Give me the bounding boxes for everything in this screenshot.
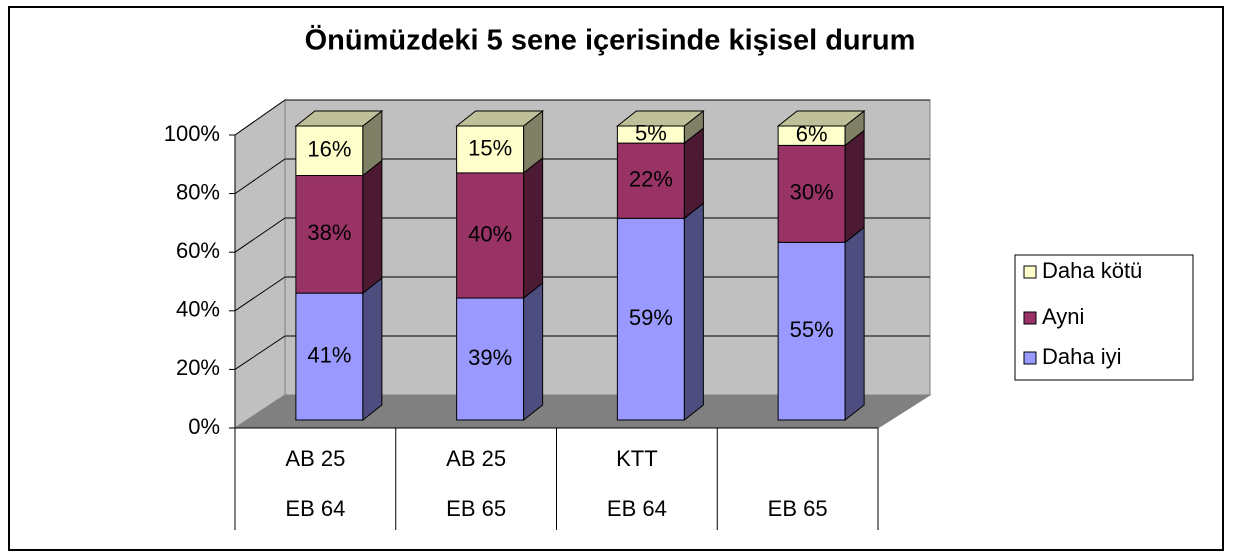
y-tick-label: 0% (188, 414, 220, 439)
bar (456, 297, 525, 421)
x-tick-label: EB 64 (285, 496, 345, 521)
bar (456, 125, 525, 174)
value-label: 22% (629, 167, 673, 192)
value-label: 30% (790, 180, 834, 205)
bar-top (615, 110, 705, 127)
bar (777, 241, 846, 421)
bar-side (844, 226, 865, 422)
bar-side (844, 129, 865, 244)
y-tick-label: 60% (176, 238, 220, 263)
x-tick-label: EB 64 (607, 496, 667, 521)
legend-swatch (1023, 265, 1037, 279)
value-label: 40% (468, 221, 512, 246)
bar-side (683, 127, 704, 220)
bar (456, 172, 525, 299)
x-tick-label: EB 65 (446, 496, 506, 521)
x-tick-label: EB 65 (768, 496, 828, 521)
grid-line (234, 335, 286, 370)
bar-side (362, 277, 383, 422)
grid-line (234, 99, 286, 136)
value-label: 59% (629, 305, 673, 330)
bar-side (683, 202, 704, 422)
bar-top (776, 110, 866, 127)
value-label: 39% (468, 345, 512, 370)
x-tick-label: KTT (616, 446, 658, 471)
bar-side (523, 156, 544, 300)
value-label: 15% (468, 135, 512, 160)
bar (777, 144, 846, 243)
y-tick-label: 100% (164, 121, 220, 146)
legend-label: Daha iyi (1042, 344, 1121, 369)
grid-line (234, 158, 286, 195)
value-label: 38% (307, 220, 351, 245)
y-tick-label: 20% (176, 355, 220, 380)
y-tick-label: 80% (176, 179, 220, 204)
value-label: 5% (635, 120, 667, 145)
bar (295, 125, 364, 177)
legend-label: Daha kötü (1042, 258, 1142, 283)
bar-top (294, 110, 384, 127)
bar-side (523, 281, 544, 422)
chart-title: Önümüzdeki 5 sene içerisinde kişisel dur… (305, 24, 916, 57)
bar (616, 217, 685, 421)
grid-line (234, 217, 286, 253)
value-label: 16% (307, 137, 351, 162)
legend-swatch (1023, 351, 1037, 365)
legend (1014, 254, 1194, 381)
value-label: 6% (796, 122, 828, 147)
bar (295, 292, 364, 421)
grid-line (234, 276, 286, 312)
bar-side (362, 159, 383, 295)
x-tick-label: AB 25 (446, 446, 506, 471)
bar-top (455, 110, 545, 127)
legend-swatch (1023, 311, 1037, 325)
y-tick-label: 40% (176, 297, 220, 322)
side-wall (234, 99, 286, 429)
legend-label: Ayni (1042, 304, 1084, 329)
x-tick-label: AB 25 (285, 446, 345, 471)
value-label: 41% (307, 342, 351, 367)
value-label: 55% (790, 317, 834, 342)
